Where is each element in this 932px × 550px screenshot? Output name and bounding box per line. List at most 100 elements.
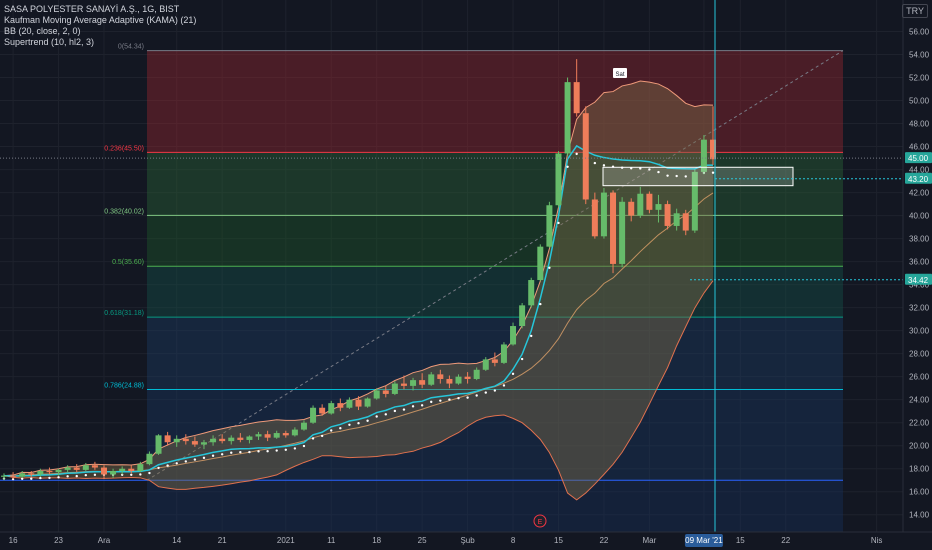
candle-body[interactable]	[64, 467, 71, 470]
candle-body[interactable]	[700, 139, 707, 172]
candle-body[interactable]	[591, 199, 598, 237]
time-tick-label: 2021	[277, 536, 295, 545]
price-tick-label: 26.00	[909, 373, 930, 382]
candle-body[interactable]	[282, 433, 289, 436]
supertrend-dot	[530, 334, 533, 338]
candle-body[interactable]	[10, 475, 17, 477]
candle-body[interactable]	[100, 467, 107, 475]
supertrend-dot	[684, 175, 687, 178]
candle-body[interactable]	[291, 429, 298, 436]
candle-body[interactable]	[410, 380, 417, 386]
candle-body[interactable]	[646, 193, 653, 210]
candle-body[interactable]	[400, 383, 407, 386]
candle-body[interactable]	[491, 359, 498, 363]
candle-body[interactable]	[373, 390, 380, 399]
candle-body[interactable]	[219, 438, 226, 442]
candle-body[interactable]	[46, 471, 53, 473]
candle-body[interactable]	[546, 205, 553, 247]
candle-body[interactable]	[300, 422, 307, 430]
candle-body[interactable]	[455, 376, 462, 384]
candle-body[interactable]	[691, 171, 698, 231]
supertrend-dot	[311, 437, 315, 440]
candle-body[interactable]	[510, 326, 517, 345]
candle-body[interactable]	[346, 399, 353, 408]
candle-body[interactable]	[237, 437, 244, 440]
fib-band	[147, 389, 843, 481]
candle-body[interactable]	[337, 403, 344, 408]
candle-body[interactable]	[128, 468, 135, 472]
candle-body[interactable]	[119, 468, 126, 472]
candle-body[interactable]	[464, 376, 471, 379]
candle-body[interactable]	[673, 213, 680, 226]
candle-body[interactable]	[610, 192, 617, 264]
candle-body[interactable]	[55, 469, 62, 473]
candle-body[interactable]	[91, 465, 98, 468]
symbol-title: SASA POLYESTER SANAYİ A.Ş., 1G, BIST	[4, 4, 180, 14]
sell-signal-bg[interactable]	[613, 68, 627, 78]
candle-body[interactable]	[682, 213, 689, 231]
candle-body[interactable]	[519, 305, 526, 327]
price-label: 43.20	[908, 175, 929, 184]
candle-body[interactable]	[655, 204, 662, 210]
candle-body[interactable]	[246, 436, 253, 440]
candle-body[interactable]	[710, 139, 717, 160]
candle-body[interactable]	[382, 390, 389, 394]
price-label: 45.00	[908, 154, 929, 163]
candle-body[interactable]	[191, 441, 198, 445]
candle-body[interactable]	[310, 407, 317, 423]
indicator-kama[interactable]: Kaufman Moving Average Adaptive (KAMA) (…	[4, 15, 197, 25]
candle-body[interactable]	[537, 246, 544, 281]
candle-body[interactable]	[182, 438, 189, 442]
candle-body[interactable]	[391, 383, 398, 394]
candle-body[interactable]	[137, 464, 144, 472]
candle-body[interactable]	[446, 378, 453, 384]
candle-body[interactable]	[573, 82, 580, 114]
candle-body[interactable]	[628, 201, 635, 216]
candle-body[interactable]	[37, 471, 44, 475]
candle-body[interactable]	[364, 398, 371, 407]
supertrend-dot	[320, 434, 324, 438]
candle-body[interactable]	[664, 204, 671, 226]
candle-body[interactable]	[564, 82, 571, 154]
candle-body[interactable]	[264, 434, 271, 438]
candle-body[interactable]	[273, 433, 280, 438]
candle-body[interactable]	[428, 374, 435, 385]
indicator-supertrend[interactable]: Supertrend (10, hl2, 3)	[4, 37, 95, 47]
candle-body[interactable]	[210, 438, 217, 443]
candle-body[interactable]	[328, 403, 335, 414]
candle-body[interactable]	[555, 153, 562, 206]
candle-body[interactable]	[200, 442, 207, 445]
earnings-event-icon[interactable]	[533, 514, 547, 528]
candle-body[interactable]	[19, 473, 26, 477]
candle-body[interactable]	[437, 374, 444, 379]
candle-body[interactable]	[500, 344, 507, 363]
candle-body[interactable]	[82, 465, 89, 470]
candle-body[interactable]	[582, 113, 589, 200]
candle-body[interactable]	[73, 467, 80, 470]
candle-body[interactable]	[28, 473, 35, 475]
candle-body[interactable]	[637, 193, 644, 216]
currency-badge[interactable]: TRY	[902, 4, 928, 18]
candle-body[interactable]	[419, 380, 426, 385]
supertrend-dot	[475, 394, 478, 397]
price-tick-label: 36.00	[909, 258, 930, 267]
candle-body[interactable]	[110, 471, 117, 475]
candle-body[interactable]	[482, 359, 489, 370]
candle-body[interactable]	[528, 280, 535, 306]
candle-body[interactable]	[255, 434, 262, 437]
candle-body[interactable]	[146, 453, 153, 465]
candle-body[interactable]	[173, 438, 180, 443]
chart-legend: SASA POLYESTER SANAYİ A.Ş., 1G, BIST Kau…	[4, 4, 196, 48]
indicator-bb[interactable]: BB (20, close, 2, 0)	[4, 26, 81, 36]
candle-body[interactable]	[155, 435, 162, 454]
candle-body[interactable]	[1, 475, 7, 477]
candle-body[interactable]	[600, 192, 607, 237]
candle-body[interactable]	[473, 369, 480, 379]
candle-body[interactable]	[319, 407, 326, 414]
candle-body[interactable]	[228, 437, 235, 442]
supertrend-dot	[675, 174, 678, 178]
candle-body[interactable]	[355, 399, 362, 407]
candle-body[interactable]	[164, 435, 171, 443]
candle-body[interactable]	[619, 201, 626, 264]
